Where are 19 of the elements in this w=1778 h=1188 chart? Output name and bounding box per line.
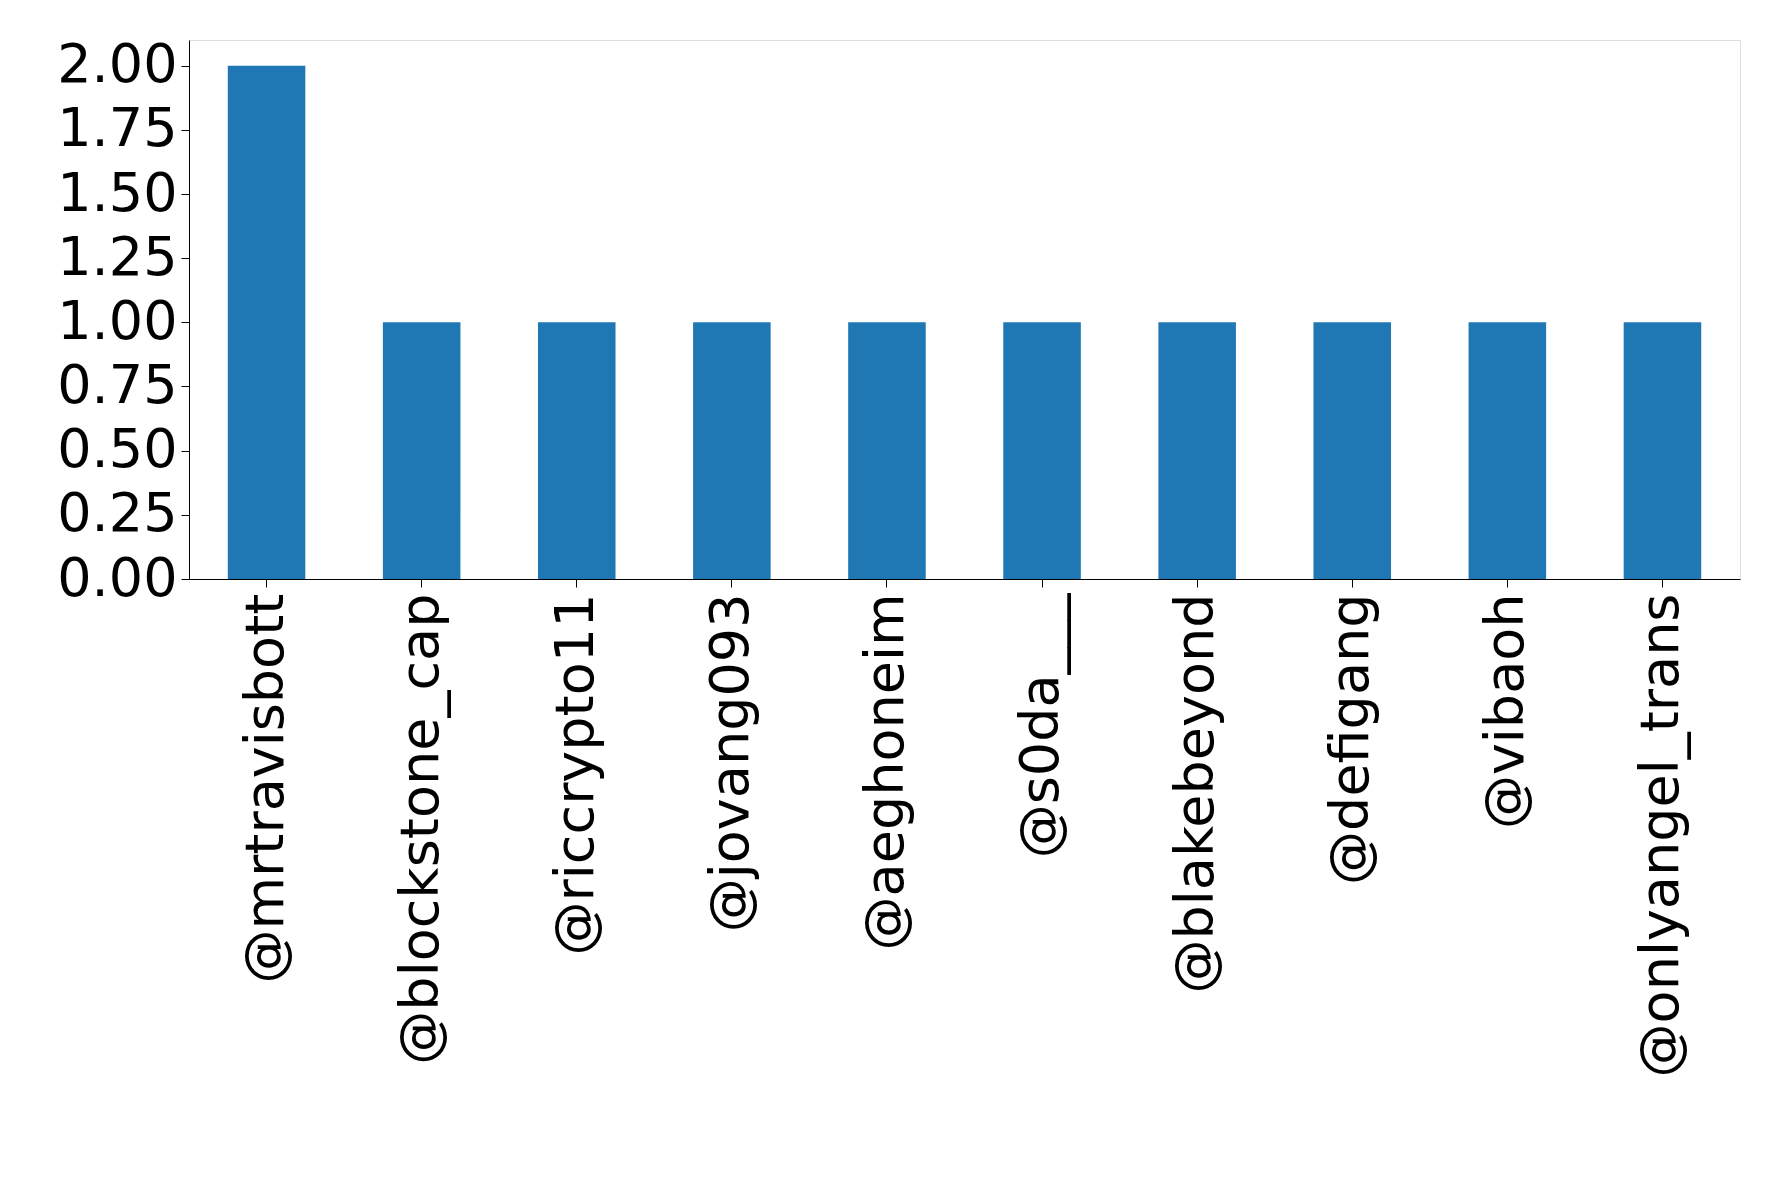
x-tick-label: @defigang bbox=[1318, 593, 1382, 885]
y-tick-label: 0.00 bbox=[57, 545, 178, 609]
x-tick-label: @s0da___ bbox=[1008, 592, 1072, 859]
x-tick-label: @riccrypto11 bbox=[542, 593, 606, 956]
y-tick-label: 1.50 bbox=[57, 160, 178, 224]
y-tick-label: 0.50 bbox=[57, 417, 178, 481]
x-tick-label: @vibaoh bbox=[1473, 593, 1537, 830]
y-tick-label: 1.25 bbox=[57, 224, 178, 288]
x-tick-label: @blakebeyond bbox=[1163, 593, 1227, 994]
y-tick-label: 0.25 bbox=[57, 481, 178, 545]
y-tick-label: 1.75 bbox=[57, 96, 178, 160]
y-tick-label: 1.00 bbox=[57, 288, 178, 352]
x-tick-label: @onlyangel_trans bbox=[1628, 593, 1692, 1078]
y-tick-label: 2.00 bbox=[57, 32, 178, 96]
x-tick-label: @jovang093 bbox=[697, 593, 761, 933]
x-tick-label: @mrtravisbott bbox=[232, 593, 296, 984]
x-tick-label: @aeghoneim bbox=[852, 593, 916, 951]
y-tick-label: 0.75 bbox=[57, 353, 178, 416]
x-tick-label: @blockstone_cap bbox=[387, 593, 451, 1065]
